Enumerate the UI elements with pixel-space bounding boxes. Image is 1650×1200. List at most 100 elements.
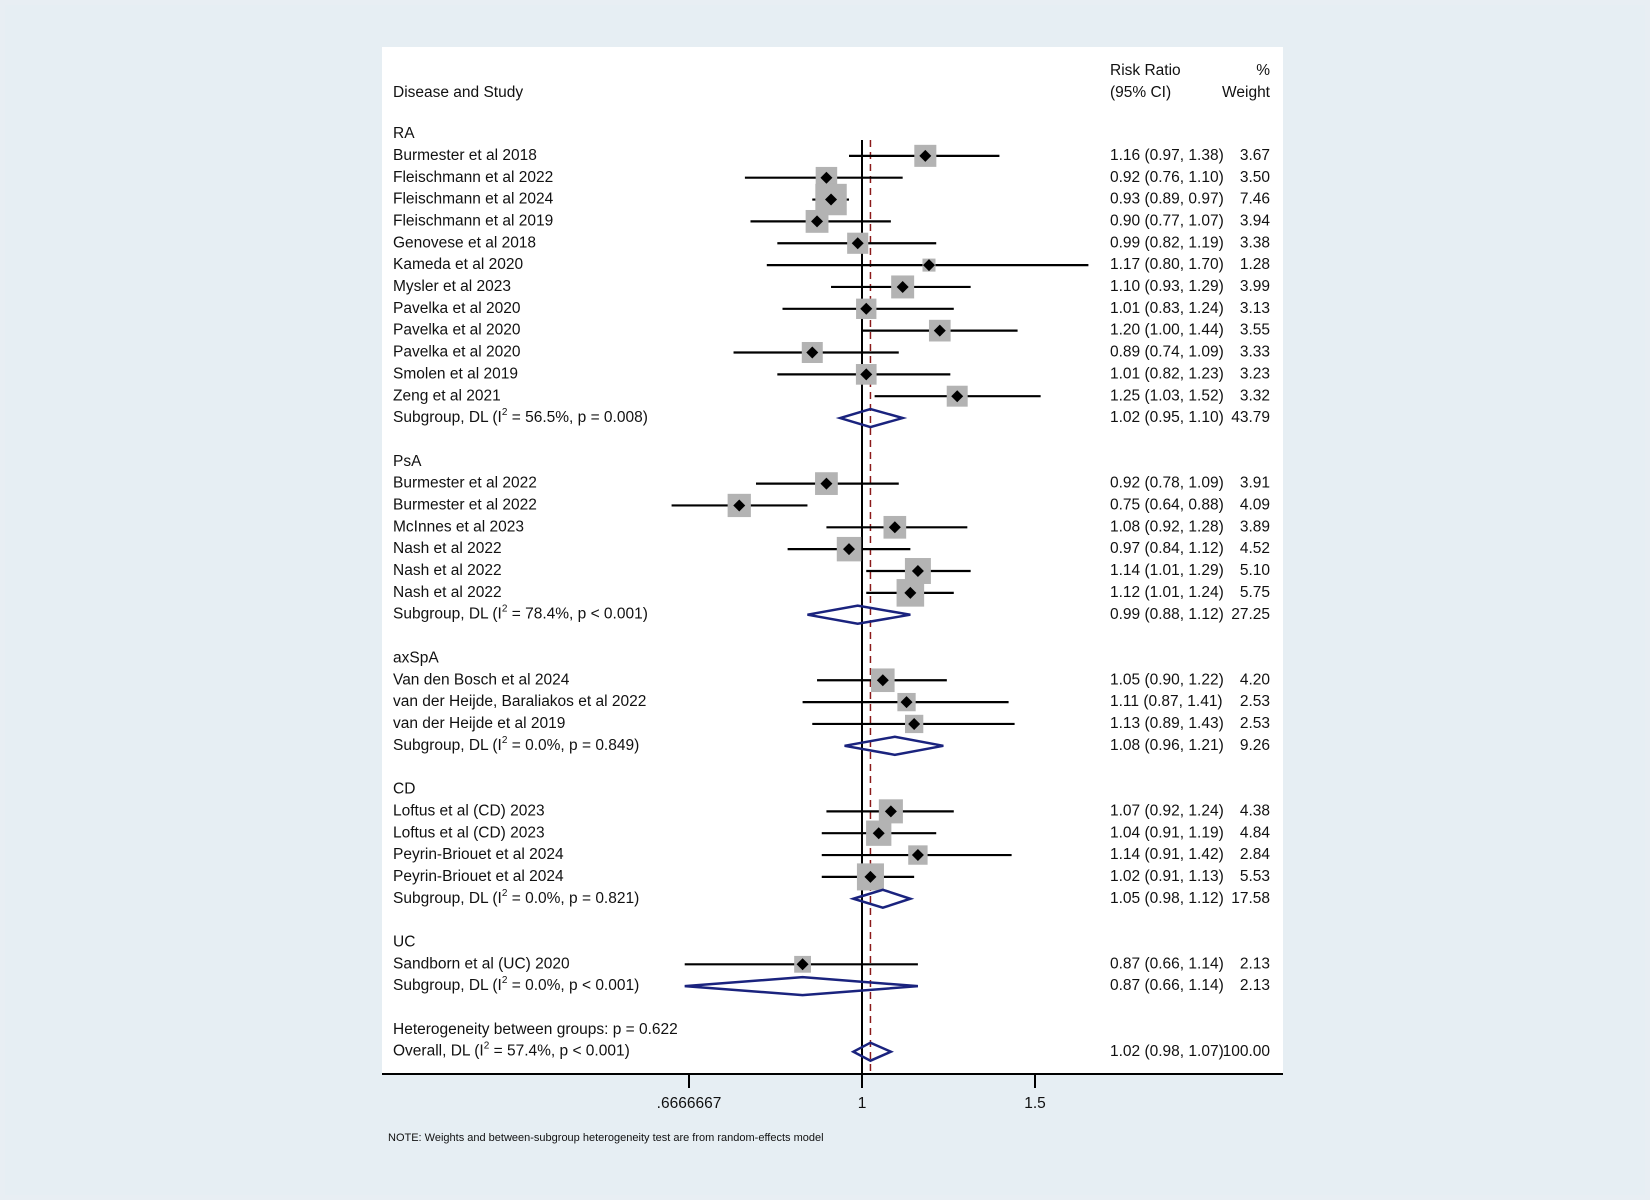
study-label: Kameda et al 2020 <box>393 256 524 273</box>
subgroup-label: Subgroup, DL (I2 = 0.0%, p < 0.001) <box>393 975 639 994</box>
study-ci-text: 0.97 (0.84, 1.12) <box>1110 540 1224 557</box>
study-ci-text: 1.07 (0.92, 1.24) <box>1110 802 1224 819</box>
study-ci-text: 1.14 (0.91, 1.42) <box>1110 846 1224 863</box>
study-label: Peyrin-Briouet et al 2024 <box>393 868 564 885</box>
header-study-column: Disease and Study <box>393 84 523 101</box>
forest-plot-figure: Disease and Study Risk Ratio (95% CI)% Weig… <box>5 5 1645 1195</box>
study-label: Smolen et al 2019 <box>393 365 518 382</box>
study-ci-text: 1.20 (1.00, 1.44) <box>1110 322 1224 339</box>
study-weight-text: 3.50 <box>1240 169 1271 186</box>
study-label: Genovese et al 2018 <box>393 234 536 251</box>
study-label: Loftus et al (CD) 2023 <box>393 802 545 819</box>
study-label: Pavelka et al 2020 <box>393 300 521 317</box>
study-label: McInnes et al 2023 <box>393 518 524 535</box>
overall-weight-text: 100.00 <box>1223 1043 1271 1060</box>
overall-ci-text: 1.02 (0.98, 1.07) <box>1110 1043 1224 1060</box>
header-weight: Weight <box>1222 84 1271 101</box>
footnote: NOTE: Weights and between-subgroup heter… <box>388 1132 824 1144</box>
study-weight-text: 4.09 <box>1240 497 1270 514</box>
study-label: Fleischmann et al 2019 <box>393 212 553 229</box>
study-ci-text: 1.04 (0.91, 1.19) <box>1110 824 1224 841</box>
study-weight-text: 4.20 <box>1240 671 1271 688</box>
study-label: Zeng et al 2021 <box>393 387 501 404</box>
subgroup-ci-text: 1.08 (0.96, 1.21) <box>1110 737 1224 754</box>
subgroup-ci-text: 0.87 (0.66, 1.14) <box>1110 977 1224 994</box>
group-label-cd: CD <box>393 781 415 798</box>
study-weight-text: 2.84 <box>1240 846 1271 863</box>
study-ci-text: 1.12 (1.01, 1.24) <box>1110 584 1224 601</box>
header-risk-ratio: Risk Ratio <box>1110 62 1181 79</box>
study-label: Nash et al 2022 <box>393 584 502 601</box>
subgroup-label: Subgroup, DL (I2 = 56.5%, p = 0.008) <box>393 407 648 426</box>
study-ci-text: 1.16 (0.97, 1.38) <box>1110 147 1224 164</box>
group-label-axspa: axSpA <box>393 649 439 666</box>
subgroup-label: Subgroup, DL (I2 = 0.0%, p = 0.849) <box>393 734 639 753</box>
study-weight-text: 3.38 <box>1240 234 1270 251</box>
study-ci-text: 1.05 (0.90, 1.22) <box>1110 671 1224 688</box>
study-label: van der Heijde, Baraliakos et al 2022 <box>393 693 646 710</box>
study-weight-text: 3.94 <box>1240 212 1271 229</box>
study-weight-text: 3.32 <box>1240 387 1270 404</box>
study-weight-text: 2.13 <box>1240 955 1270 972</box>
study-weight-text: 5.75 <box>1240 584 1270 601</box>
study-ci-text: 1.02 (0.91, 1.13) <box>1110 868 1224 885</box>
study-weight-text: 4.52 <box>1240 540 1270 557</box>
study-weight-text: 4.84 <box>1240 824 1271 841</box>
study-ci-text: 1.11 (0.87, 1.41) <box>1110 693 1223 710</box>
study-weight-text: 4.38 <box>1240 802 1270 819</box>
study-label: Mysler et al 2023 <box>393 278 511 295</box>
subgroup-ci-text: 1.02 (0.95, 1.10) <box>1110 409 1224 426</box>
header-ci: (95% CI) <box>1110 84 1171 101</box>
study-ci-text: 1.08 (0.92, 1.28) <box>1110 518 1224 535</box>
study-label: Burmester et al 2022 <box>393 475 537 492</box>
study-ci-text: 0.87 (0.66, 1.14) <box>1110 955 1224 972</box>
study-label: Burmester et al 2022 <box>393 497 537 514</box>
study-label: van der Heijde et al 2019 <box>393 715 565 732</box>
group-label-uc: UC <box>393 934 415 951</box>
subgroup-weight-text: 2.13 <box>1240 977 1270 994</box>
study-ci-text: 0.99 (0.82, 1.19) <box>1110 234 1224 251</box>
subgroup-label: Subgroup, DL (I2 = 0.0%, p = 0.821) <box>393 887 639 906</box>
group-label-psa: PsA <box>393 453 422 470</box>
study-ci-text: 1.13 (0.89, 1.43) <box>1110 715 1224 732</box>
overall-label: Overall, DL (I2 = 57.4%, p < 0.001) <box>393 1040 630 1059</box>
subgroup-ci-text: 0.99 (0.88, 1.12) <box>1110 606 1224 623</box>
study-weight-text: 3.13 <box>1240 300 1270 317</box>
study-ci-text: 0.89 (0.74, 1.09) <box>1110 344 1224 361</box>
subgroup-weight-text: 17.58 <box>1231 890 1270 907</box>
study-weight-text: 3.33 <box>1240 344 1270 361</box>
study-label: Fleischmann et al 2024 <box>393 191 554 208</box>
study-weight-text: 3.67 <box>1240 147 1270 164</box>
study-label: Nash et al 2022 <box>393 562 502 579</box>
study-weight-text: 2.53 <box>1240 715 1270 732</box>
study-ci-text: 0.90 (0.77, 1.07) <box>1110 212 1224 229</box>
study-ci-text: 1.10 (0.93, 1.29) <box>1110 278 1224 295</box>
header-percent: % <box>1256 62 1270 79</box>
subgroup-weight-text: 27.25 <box>1231 606 1270 623</box>
study-ci-text: 1.01 (0.83, 1.24) <box>1110 300 1224 317</box>
study-label: Fleischmann et al 2022 <box>393 169 553 186</box>
study-label: Nash et al 2022 <box>393 540 502 557</box>
group-label-ra: RA <box>393 125 415 142</box>
study-weight-text: 3.55 <box>1240 322 1270 339</box>
x-tick-label: .6666667 <box>657 1095 722 1112</box>
study-label: Pavelka et al 2020 <box>393 344 521 361</box>
heterogeneity-text: Heterogeneity between groups: p = 0.622 <box>393 1021 678 1038</box>
study-weight-text: 3.91 <box>1240 475 1270 492</box>
study-weight-text: 1.28 <box>1240 256 1270 273</box>
subgroup-weight-text: 9.26 <box>1240 737 1270 754</box>
study-ci-text: 1.17 (0.80, 1.70) <box>1110 256 1224 273</box>
subgroup-weight-text: 43.79 <box>1231 409 1270 426</box>
x-tick-label: 1 <box>858 1095 867 1112</box>
study-weight-text: 7.46 <box>1240 191 1270 208</box>
study-label: Pavelka et al 2020 <box>393 322 521 339</box>
study-weight-text: 3.89 <box>1240 518 1270 535</box>
study-label: Sandborn et al (UC) 2020 <box>393 955 570 972</box>
study-label: Burmester et al 2018 <box>393 147 537 164</box>
study-ci-text: 0.93 (0.89, 0.97) <box>1110 191 1224 208</box>
study-ci-text: 0.75 (0.64, 0.88) <box>1110 497 1224 514</box>
forest-plot-svg: Disease and Study Risk Ratio (95% CI)% Weig… <box>5 5 1645 1195</box>
study-label: Loftus et al (CD) 2023 <box>393 824 545 841</box>
study-weight-text: 3.23 <box>1240 365 1270 382</box>
study-label: Peyrin-Briouet et al 2024 <box>393 846 564 863</box>
